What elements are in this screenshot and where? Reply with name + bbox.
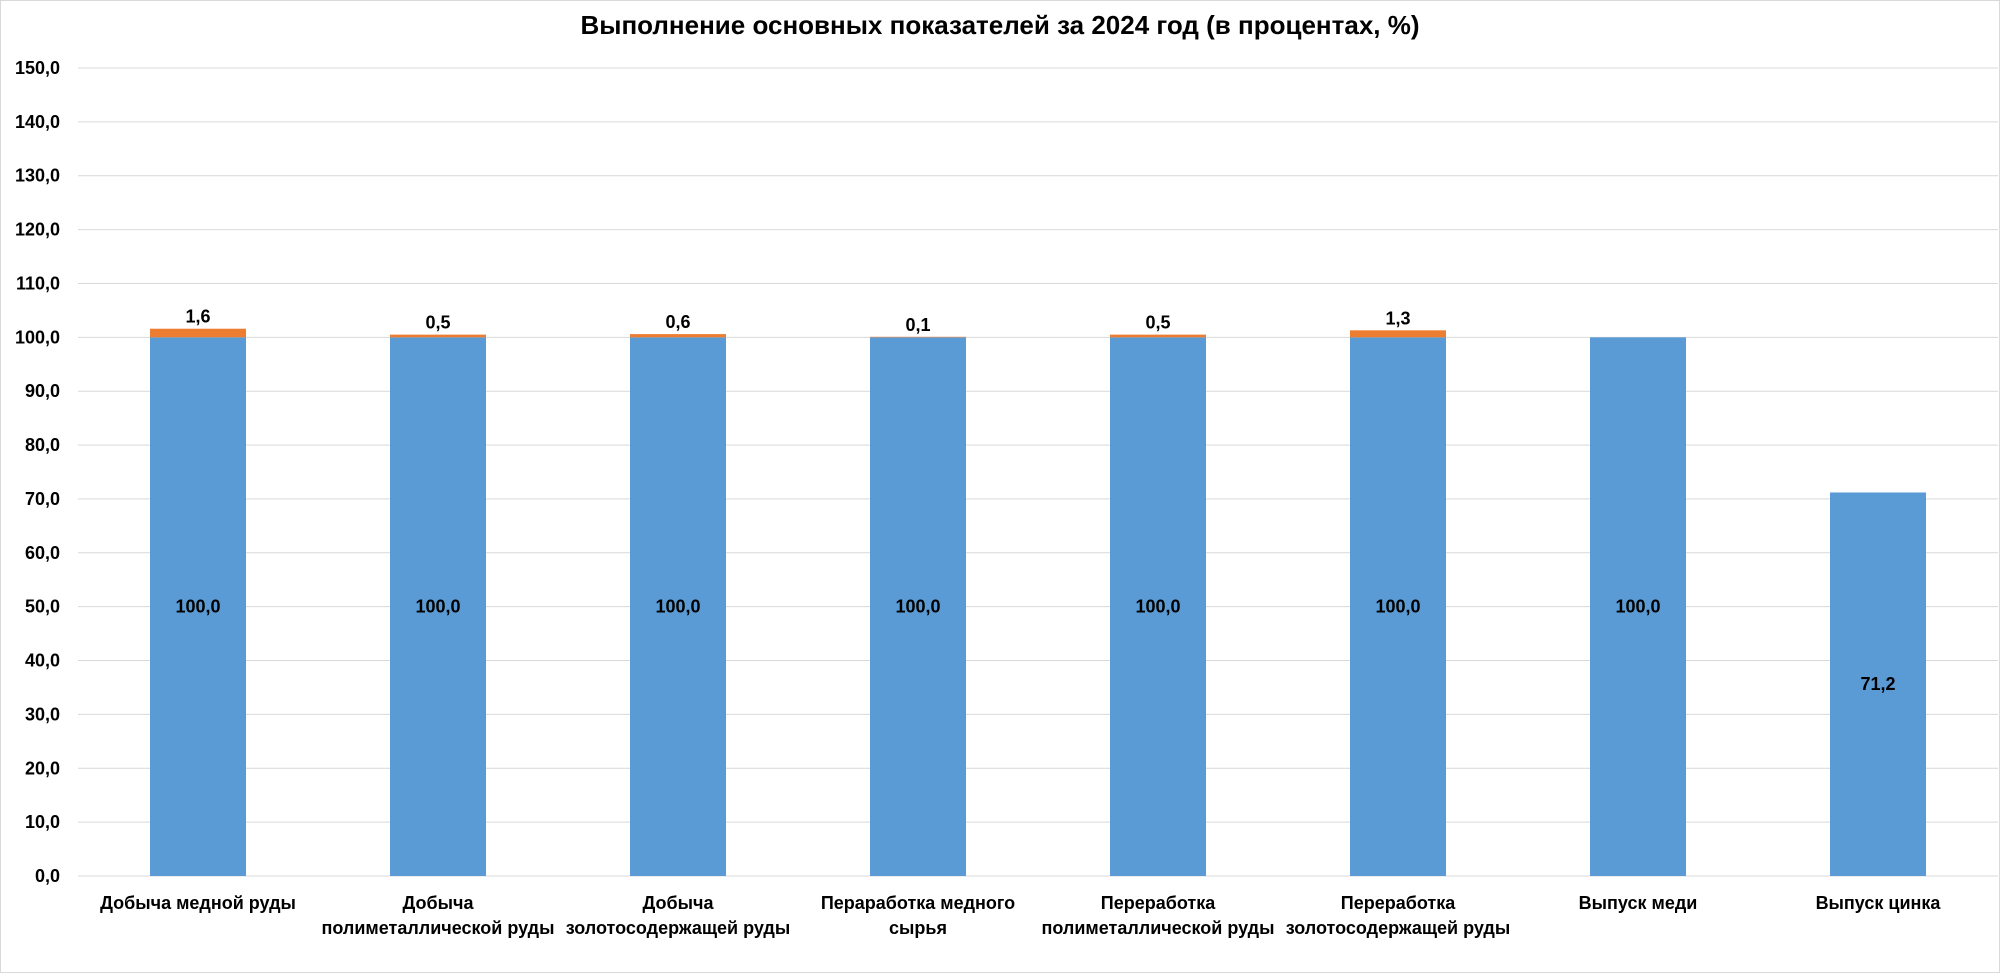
bar-segment-main [390,337,486,876]
chart-title: Выполнение основных показателей за 2024 … [580,10,1420,40]
data-label: 1,3 [1385,308,1410,328]
data-label: 100,0 [1135,597,1180,617]
y-tick-label: 130,0 [15,166,60,186]
data-label: 71,2 [1860,674,1895,694]
y-tick-label: 110,0 [16,273,60,293]
data-label: 100,0 [415,597,460,617]
bar-segment-main [1110,337,1206,876]
x-category-label: полиметаллической руды [322,918,555,938]
x-category-label: золотосодержащей руды [566,918,790,938]
x-category-label: Добыча медной руды [100,893,296,913]
x-category-label: сырья [889,918,947,938]
bar-segment-overfulfillment [390,334,486,338]
x-category-label: полиметаллической руды [1042,918,1275,938]
y-tick-label: 60,0 [25,543,60,563]
y-tick-label: 30,0 [25,704,60,724]
data-label: 0,5 [1145,313,1170,333]
y-tick-label: 20,0 [25,758,60,778]
y-tick-label: 50,0 [25,597,60,617]
y-tick-label: 0,0 [35,866,60,886]
data-label: 100,0 [655,597,700,617]
data-label: 100,0 [895,597,940,617]
bar-segment-overfulfillment [150,328,246,338]
x-category-label: Переработка [1341,893,1456,913]
x-category-label: Выпуск цинка [1816,893,1942,913]
gridlines [78,67,1998,877]
y-tick-label: 140,0 [15,112,60,132]
y-tick-label: 40,0 [25,651,60,671]
y-tick-label: 150,0 [15,58,60,78]
data-label: 100,0 [1615,597,1660,617]
data-label: 0,6 [665,312,690,332]
y-tick-label: 120,0 [15,220,60,240]
x-category-label: Выпуск меди [1579,893,1698,913]
y-tick-label: 80,0 [25,435,60,455]
y-tick-label: 90,0 [25,381,60,401]
bar-segment-main [630,337,726,876]
bar-segment-main [870,337,966,876]
y-tick-label: 10,0 [25,812,60,832]
bar-segment-main [150,337,246,876]
y-tick-label: 100,0 [15,327,60,347]
data-label: 1,6 [185,307,210,327]
bars [150,328,1926,876]
bar-segment-main [1590,337,1686,876]
data-label: 0,1 [905,315,930,335]
x-category-label: Добыча [643,893,715,913]
y-axis-ticks: 0,0 10,0 20,0 30,0 40,0 50,0 60,0 70,0 80,0 90,0 1… [15,58,60,886]
bar-segment-main [1830,492,1926,876]
x-category-label: Переработка [1101,893,1216,913]
data-label: 100,0 [1375,597,1420,617]
data-label: 100,0 [175,597,220,617]
bar-segment-overfulfillment [870,336,966,338]
data-label: 0,5 [425,313,450,333]
x-axis-categories: Добыча медной руды Добыча полиметаллическо… [100,893,1941,938]
bar-segment-main [1350,337,1446,876]
y-tick-label: 70,0 [25,489,60,509]
x-category-label: Пераработка медного [821,893,1015,913]
x-category-label: золотосодержащей руды [1286,918,1510,938]
bar-segment-overfulfillment [1110,334,1206,338]
data-labels: 100,0 1,6 100,0 0,5 100,0 0,6 100,0 0,1 100,0 0,5… [175,307,1895,695]
bar-segment-overfulfillment [1350,330,1446,338]
bar-segment-overfulfillment [630,334,726,338]
x-category-label: Добыча [403,893,475,913]
